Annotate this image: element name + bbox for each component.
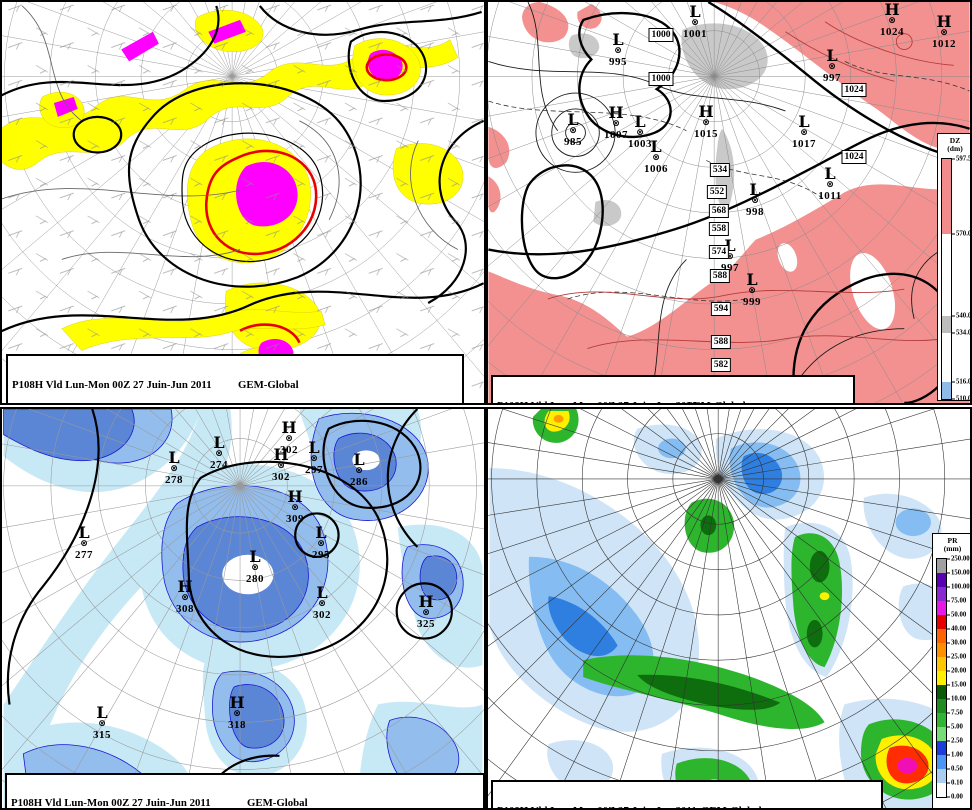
colorbar-segment <box>937 741 946 755</box>
colorbar-tick: 5.00 <box>947 724 963 731</box>
colorbar-tick: 15.00 <box>947 682 966 689</box>
colorbar-segment <box>942 333 951 382</box>
thickness-contours-bold <box>488 2 970 403</box>
colorbar-segment <box>937 769 946 783</box>
legend-text-fr: P108H Vld Lun-Mon 00Z 27 Juin-Jun 2011 <box>497 400 697 403</box>
colorbar-tick: 30.00 <box>947 640 966 647</box>
colorbar-tick: 1.00 <box>947 752 963 759</box>
colorbar-segment <box>937 573 946 587</box>
colorbar-tick: 540.00 <box>952 313 970 320</box>
colorbar-tick: 150.00 <box>947 570 970 577</box>
map-700hpa-humidity <box>2 409 484 808</box>
colorbar-tick: 10.00 <box>947 696 966 703</box>
legend-text-en: GEM-Global <box>701 805 877 808</box>
panel-mslp-thickness: L ⊗ 995 L ⊗ 985 H ⊗ 1007 L ⊗ 1003 L ⊗ 1006 L ⊗ 1001 H ⊗ 1015… <box>486 0 972 405</box>
legend-text-fr: P108H Vld Lun-Mon 00Z 27 Juin-Jun 2011 <box>11 797 211 809</box>
colorbar-tick: 100.00 <box>947 584 970 591</box>
colorbar-tick: 597.51 <box>952 156 970 163</box>
legend-text-en: GEM-Global <box>247 797 308 809</box>
colorbar-segment <box>937 727 946 741</box>
colorbar-segment <box>942 159 951 234</box>
graticule <box>2 409 484 808</box>
humidity-cores-white <box>222 450 380 595</box>
colorbar-tick: 0.10 <box>947 780 963 787</box>
wind-barbs-texture <box>2 2 484 403</box>
graticule <box>488 409 970 808</box>
legend-700hpa-humidity: P108H Vld Lun-Mon 00Z 27 Juin-Jun 2011 GE… <box>5 773 484 809</box>
legend-text-fr: P108H Vld Lun-Mon 00Z 27 Juin-Jun 2011 <box>12 379 212 391</box>
pr-colorbar-title: PR (mm) <box>943 536 962 553</box>
dz-colorbar-strip <box>941 158 952 400</box>
colorbar-tick: 534.00 <box>952 330 970 337</box>
contours-in-warm-region <box>547 21 954 349</box>
mslp-contours-dashed <box>488 61 970 302</box>
gray-thickness-shading <box>568 23 768 227</box>
colorbar-segment <box>937 713 946 727</box>
colorbar-tick: 20.00 <box>947 668 966 675</box>
colorbar-segment <box>937 699 946 713</box>
colorbar-segment <box>937 601 946 615</box>
colorbar-segment <box>937 685 946 699</box>
colorbar-tick: 570.00 <box>952 231 970 238</box>
colorbar-tick: 50.00 <box>947 612 966 619</box>
legend-text-en: GEM-Global <box>685 400 849 403</box>
colorbar-segment <box>942 234 951 316</box>
dz-colorbar-title: DZ (dm) <box>947 136 963 153</box>
colorbar-tick: 510.00 <box>952 396 970 403</box>
panel-700hpa-humidity: L ⊗ 278 L ⊗ 274 H ⊗ 302 H ⊗ 302 L ⊗ 297 L ⊗ 286 H ⊗ 309 L ⊗ 295… <box>0 407 486 810</box>
legend-text-en: GEM-Global <box>238 379 299 391</box>
colorbar-segment <box>937 559 946 573</box>
colorbar-segment <box>937 755 946 769</box>
colorbar-segment <box>937 783 946 797</box>
colorbar-segment <box>937 657 946 671</box>
colorbar-segment <box>937 587 946 601</box>
dz-colorbar: DZ(dm) 597.51 570.00 540.00 534.00 516.00 510… <box>937 133 970 403</box>
legend-mslp-thickness: P108H Vld Lun-Mon 00Z 27 Juin-Jun 2011GE… <box>491 375 855 403</box>
colorbar-tick: 75.00 <box>947 598 966 605</box>
panel-500hpa-vorticity: P108H Vld Lun-Mon 00Z 27 Juin-Jun 2011 GE… <box>0 0 486 405</box>
colorbar-segment <box>937 615 946 629</box>
legend-500hpa-vorticity: P108H Vld Lun-Mon 00Z 27 Juin-Jun 2011 GE… <box>6 354 464 403</box>
legend-text-fr: P108H Vld Lun-Mon 00Z 27 Juin-Jun 2011 <box>497 805 701 808</box>
pr-colorbar: PR (mm) 250.00 150.00 100.00 75.00 50.00 40.00… <box>932 533 970 808</box>
colorbar-tick: 516.00 <box>952 379 970 386</box>
colorbar-segment <box>937 671 946 685</box>
colorbar-tick: 0.00 <box>947 794 963 801</box>
colorbar-segment <box>942 316 951 333</box>
colorbar-tick: 0.50 <box>947 766 963 773</box>
colorbar-tick: 2.50 <box>947 738 963 745</box>
colorbar-tick: 40.00 <box>947 626 966 633</box>
legend-precipitation: P108H Vld Lun-Mon 00Z 27 Juin-Jun 2011GE… <box>491 780 883 808</box>
map-mslp-thickness <box>488 2 970 403</box>
colorbar-segment <box>942 382 951 399</box>
colorbar-segment <box>937 643 946 657</box>
colorbar-tick: 25.00 <box>947 654 966 661</box>
map-precipitation <box>488 409 970 808</box>
pr-colorbar-strip <box>936 558 947 798</box>
panel-precipitation: PR (mm) 250.00 150.00 100.00 75.00 50.00 40.00… <box>486 407 972 810</box>
map-500hpa-vorticity <box>2 2 484 403</box>
colorbar-tick: 7.50 <box>947 710 963 717</box>
colorbar-segment <box>937 629 946 643</box>
colorbar-tick: 250.00 <box>947 556 970 563</box>
